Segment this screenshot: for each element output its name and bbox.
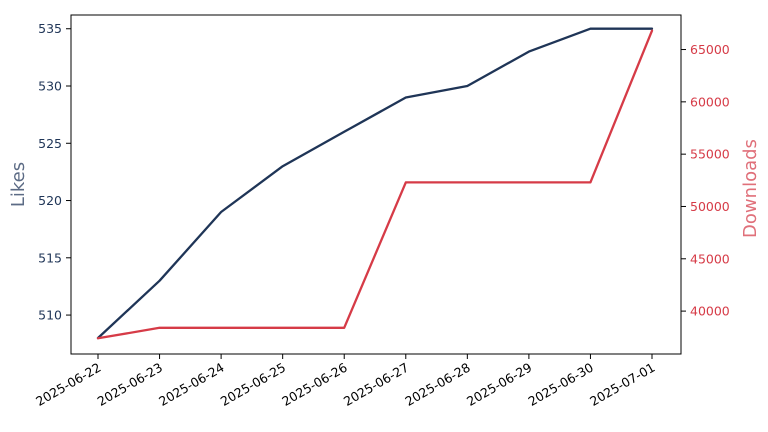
x-tick-label: 2025-06-25 xyxy=(218,360,288,409)
right-y-axis: 40000 45000 50000 55000 60000 65000 xyxy=(681,42,730,319)
x-tick-label: 2025-06-29 xyxy=(464,360,534,409)
x-tick-label: 2025-06-23 xyxy=(95,360,165,409)
right-tick-label: 45000 xyxy=(690,251,730,266)
series-layer xyxy=(96,27,654,340)
right-tick-label: 40000 xyxy=(690,304,730,319)
left-tick-label: 520 xyxy=(38,193,62,208)
x-tick-label: 2025-07-01 xyxy=(587,360,657,409)
series-line-downloads xyxy=(96,29,654,340)
left-tick-label: 530 xyxy=(38,79,62,94)
left-tick-label: 535 xyxy=(38,21,62,36)
x-tick-label: 2025-06-26 xyxy=(279,360,349,409)
plot-frame xyxy=(70,14,682,355)
x-tick-label: 2025-06-24 xyxy=(156,360,226,409)
x-tick-label: 2025-06-30 xyxy=(526,360,596,409)
plot-border xyxy=(70,14,682,355)
left-tick-label: 515 xyxy=(38,250,62,265)
x-tick-label: 2025-06-27 xyxy=(341,360,411,409)
right-tick-label: 65000 xyxy=(690,42,730,57)
left-y-axis: 510 515 520 525 530 535 xyxy=(38,21,71,323)
x-axis: 2025-06-222025-06-232025-06-242025-06-25… xyxy=(33,354,658,409)
right-tick-label: 50000 xyxy=(690,199,730,214)
series-line-likes xyxy=(96,27,654,340)
right-tick-label: 55000 xyxy=(690,147,730,162)
right-axis-title: Downloads xyxy=(740,139,761,238)
left-tick-label: 525 xyxy=(38,136,62,151)
x-tick-label: 2025-06-22 xyxy=(33,360,103,409)
x-tick-label: 2025-06-28 xyxy=(402,360,472,409)
left-tick-label: 510 xyxy=(38,308,62,323)
left-axis-title: Likes xyxy=(8,162,29,207)
right-tick-label: 60000 xyxy=(690,94,730,109)
